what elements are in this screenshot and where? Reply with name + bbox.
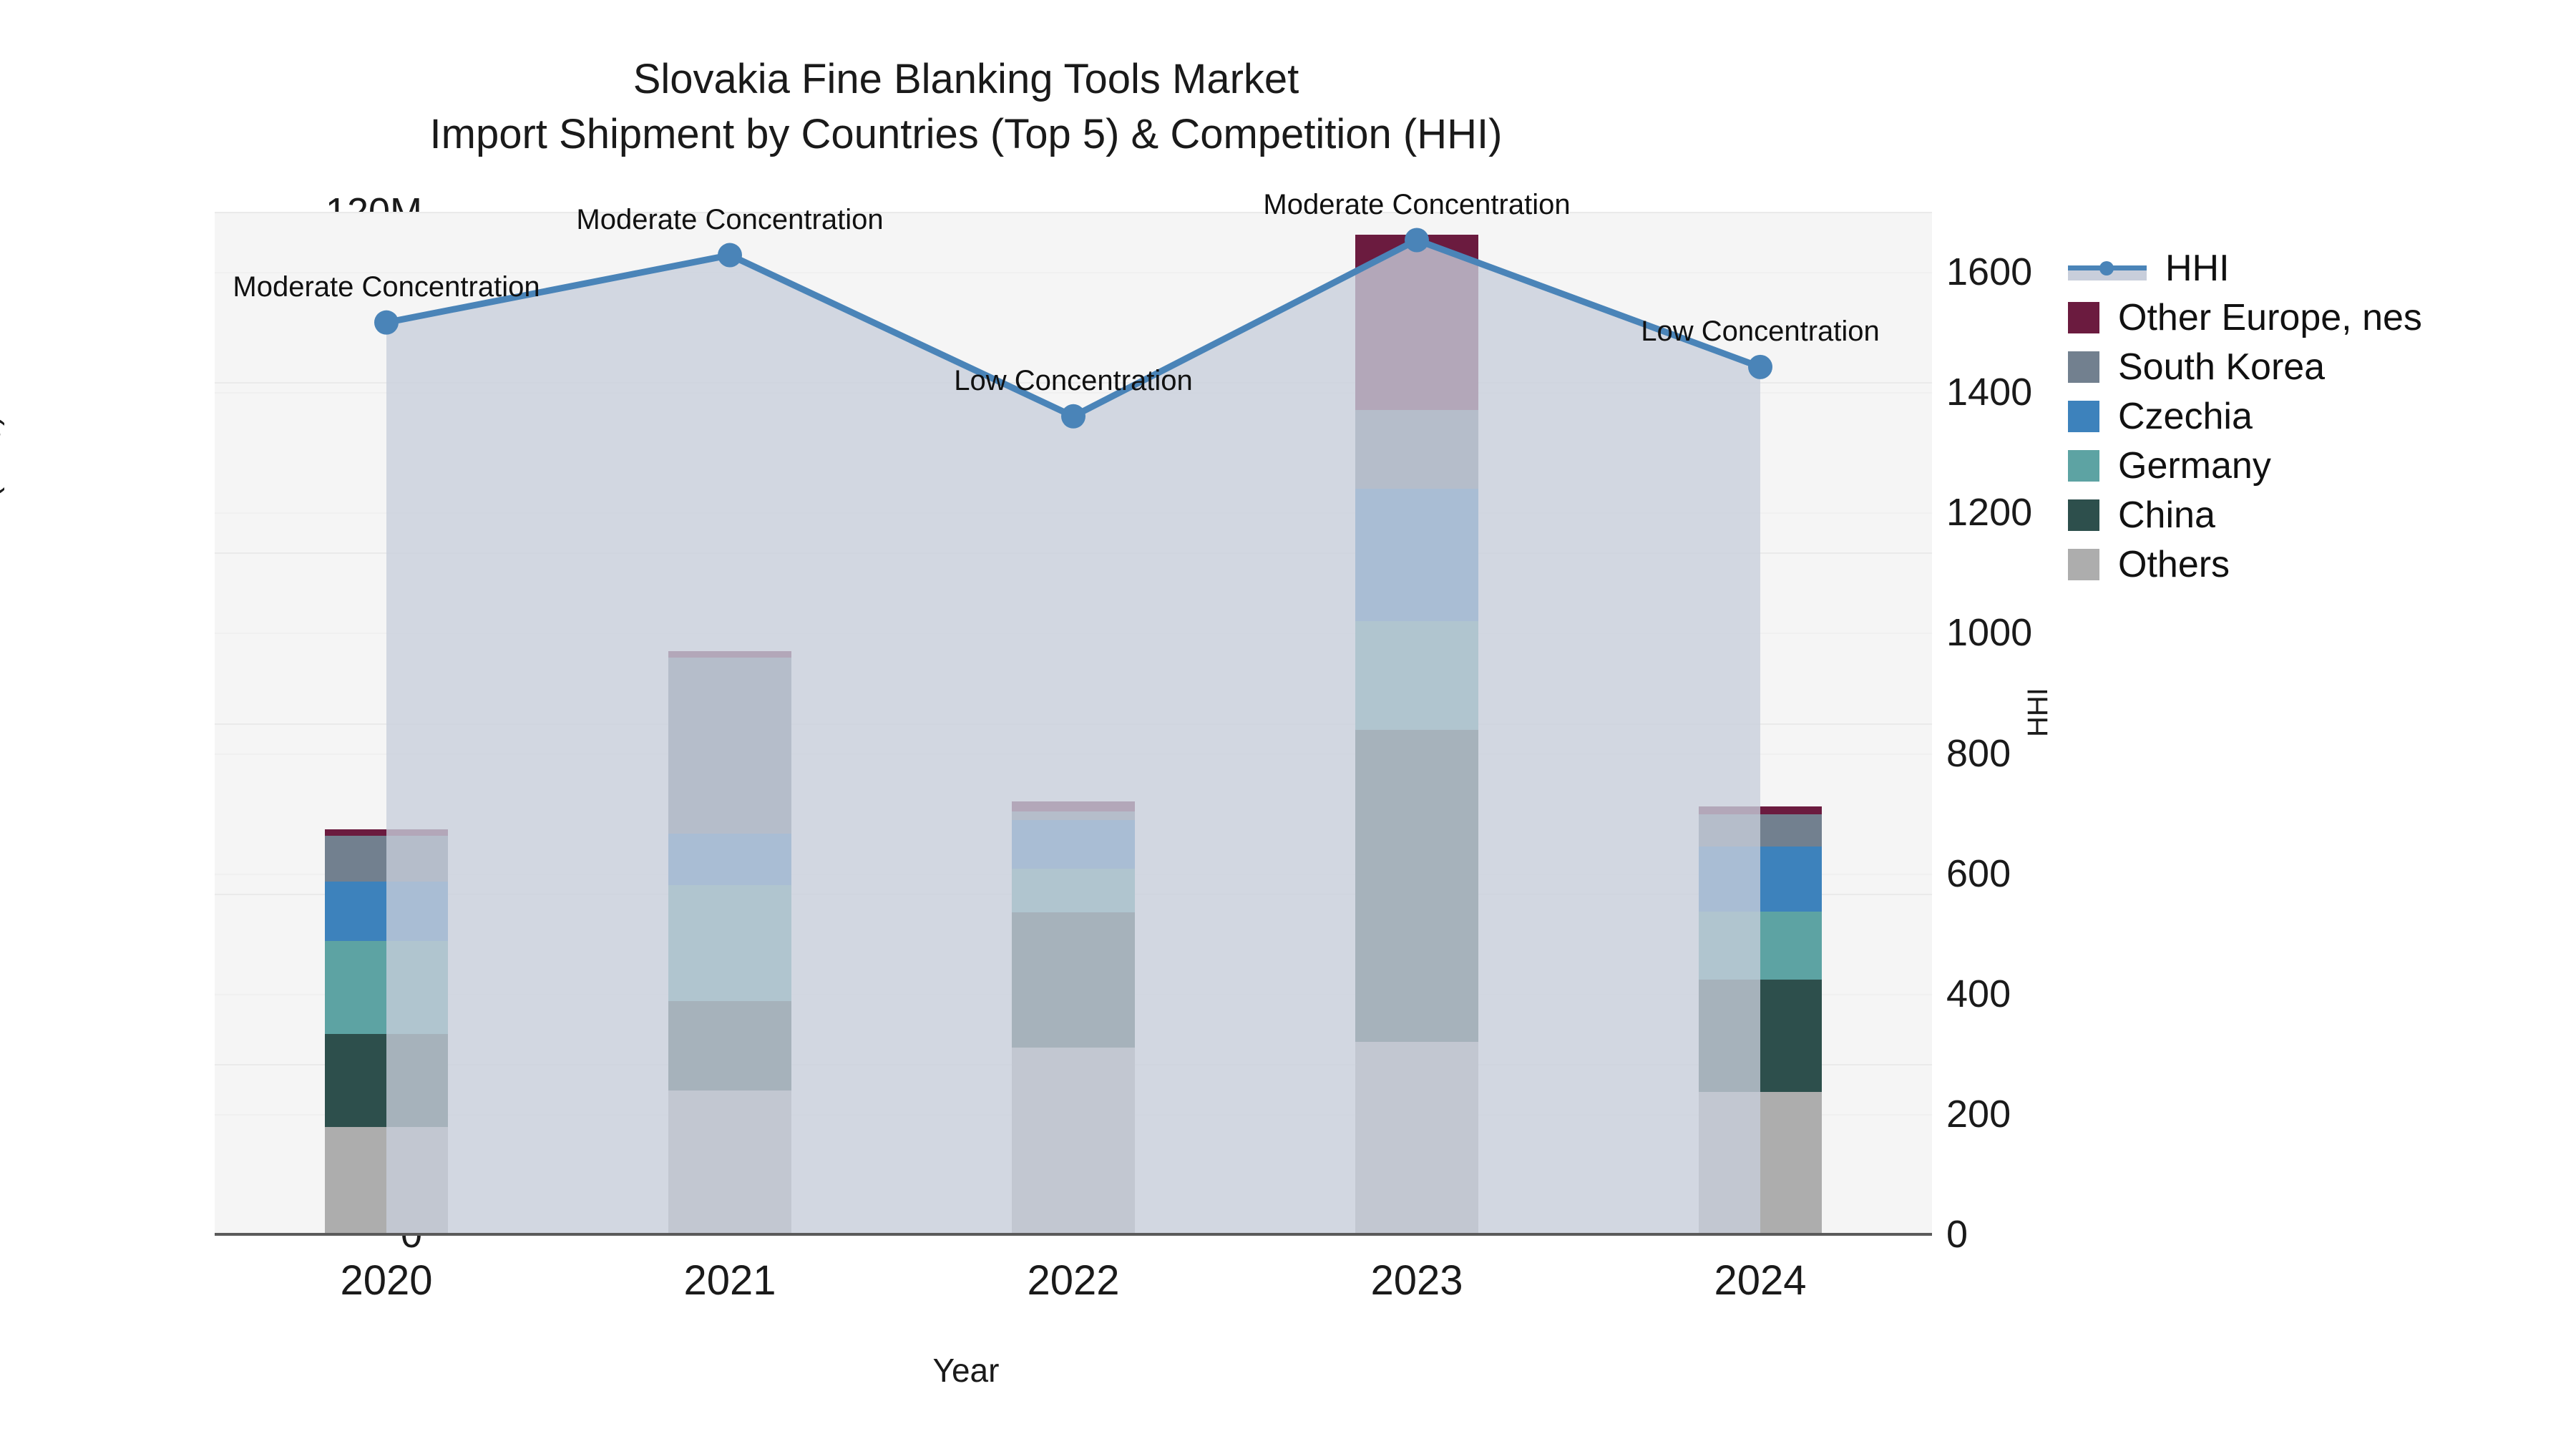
bar-segment[interactable] [1699, 847, 1822, 912]
legend-item[interactable]: Czechia [2068, 391, 2569, 441]
bar-segment[interactable] [325, 882, 448, 942]
legend-swatch [2068, 351, 2099, 383]
plot-area: Moderate Concentration Moderate Concentra… [215, 189, 1932, 1236]
concentration-annotation: Moderate Concentration [576, 203, 884, 235]
bar-segment[interactable] [1012, 820, 1135, 869]
chart-title-line1: Slovakia Fine Blanking Tools Market [633, 56, 1299, 102]
bar-segment[interactable] [1699, 1092, 1822, 1234]
legend: HHI Other Europe, nes South Korea Czechia Ge… [2068, 243, 2569, 589]
y-axis-right-tick-label: 1200 [1946, 491, 2033, 535]
bar-segment[interactable] [1355, 1041, 1478, 1234]
x-axis-tick-label: 2020 [340, 1257, 433, 1304]
concentration-annotation: Moderate Concentration [1263, 188, 1571, 220]
legend-item[interactable]: Germany [2068, 441, 2569, 490]
bar-segment[interactable] [1355, 730, 1478, 1042]
bar-segment[interactable] [1699, 979, 1822, 1093]
legend-label: Czechia [2118, 395, 2253, 437]
bar-segment[interactable] [1012, 811, 1135, 821]
bar-segment[interactable] [1355, 489, 1478, 621]
bar-segment[interactable] [668, 1090, 791, 1234]
legend-label: Germany [2118, 444, 2271, 487]
legend-label: South Korea [2118, 346, 2326, 388]
x-axis-tick-label: 2023 [1370, 1257, 1463, 1304]
bar-segment[interactable] [1012, 869, 1135, 912]
x-axis-line [215, 1233, 1932, 1236]
chart-title-line2: Import Shipment by Countries (Top 5) & C… [429, 111, 1503, 158]
y-axis-right-tick-label: 800 [1946, 731, 2011, 775]
bar-segment[interactable] [325, 1034, 448, 1127]
x-axis-tick-label: 2022 [1027, 1257, 1120, 1304]
y-axis-right-tick-label: 600 [1946, 852, 2011, 895]
bar-segment[interactable] [325, 1126, 448, 1234]
bar-segment[interactable] [1355, 235, 1478, 411]
bar-stack[interactable] [325, 212, 448, 1234]
bar-segment[interactable] [325, 835, 448, 882]
y-axis-right-tick-label: 0 [1946, 1213, 1968, 1256]
concentration-annotation: Moderate Concentration [233, 270, 540, 303]
legend-swatch [2068, 548, 2099, 580]
x-axis-label: Year [932, 1352, 1000, 1389]
bar-segment[interactable] [668, 651, 791, 658]
y-axis-right-tick-label: 1400 [1946, 371, 2033, 414]
y-axis-label: TRADE VALUE (US$) [0, 415, 5, 723]
x-axis-tick-label: 2021 [683, 1257, 776, 1304]
bar-segment[interactable] [668, 1000, 791, 1091]
bar-stack[interactable] [1699, 212, 1822, 1234]
legend-item[interactable]: HHI [2068, 243, 2569, 293]
bar-stack[interactable] [1355, 212, 1478, 1234]
legend-swatch [2068, 449, 2099, 482]
bar-segment[interactable] [1699, 814, 1822, 847]
bar-segment[interactable] [1699, 806, 1822, 814]
bar-segment[interactable] [1012, 1048, 1135, 1234]
legend-swatch [2068, 301, 2099, 333]
legend-label: HHI [2165, 247, 2230, 289]
bar-segment[interactable] [325, 941, 448, 1035]
legend-item[interactable]: China [2068, 490, 2569, 540]
legend-swatch [2068, 400, 2099, 432]
y-axis-right-label: HHI [2022, 688, 2054, 737]
bar-segment[interactable] [1355, 410, 1478, 489]
concentration-annotation: Low Concentration [954, 364, 1193, 396]
legend-swatch [2068, 499, 2099, 531]
legend-line-marker [2068, 253, 2147, 284]
bar-segment[interactable] [1012, 801, 1135, 812]
chart-title: Slovakia Fine Blanking Tools Market Impo… [0, 52, 1932, 162]
bar-segment[interactable] [325, 829, 448, 836]
bar-segment[interactable] [1012, 912, 1135, 1048]
y-axis-right-tick-label: 200 [1946, 1092, 2011, 1136]
bar-segment[interactable] [1355, 620, 1478, 731]
legend-label: Other Europe, nes [2118, 296, 2422, 338]
legend-label: China [2118, 494, 2215, 536]
y-axis-right-tick-label: 400 [1946, 972, 2011, 1015]
bar-segment[interactable] [668, 884, 791, 1001]
gridline [215, 212, 1932, 213]
legend-item[interactable]: Others [2068, 540, 2569, 589]
legend-item[interactable]: Other Europe, nes [2068, 293, 2569, 342]
bar-stack[interactable] [668, 212, 791, 1234]
legend-label: Others [2118, 543, 2230, 585]
concentration-annotation: Low Concentration [1641, 315, 1880, 347]
bar-segment[interactable] [668, 657, 791, 834]
y-axis-right-tick-label: 1600 [1946, 250, 2033, 294]
bar-segment[interactable] [1699, 911, 1822, 980]
y-axis-right-tick-label: 1000 [1946, 611, 2033, 655]
legend-item[interactable]: South Korea [2068, 342, 2569, 391]
bar-segment[interactable] [668, 834, 791, 885]
x-axis-tick-label: 2024 [1714, 1257, 1807, 1304]
